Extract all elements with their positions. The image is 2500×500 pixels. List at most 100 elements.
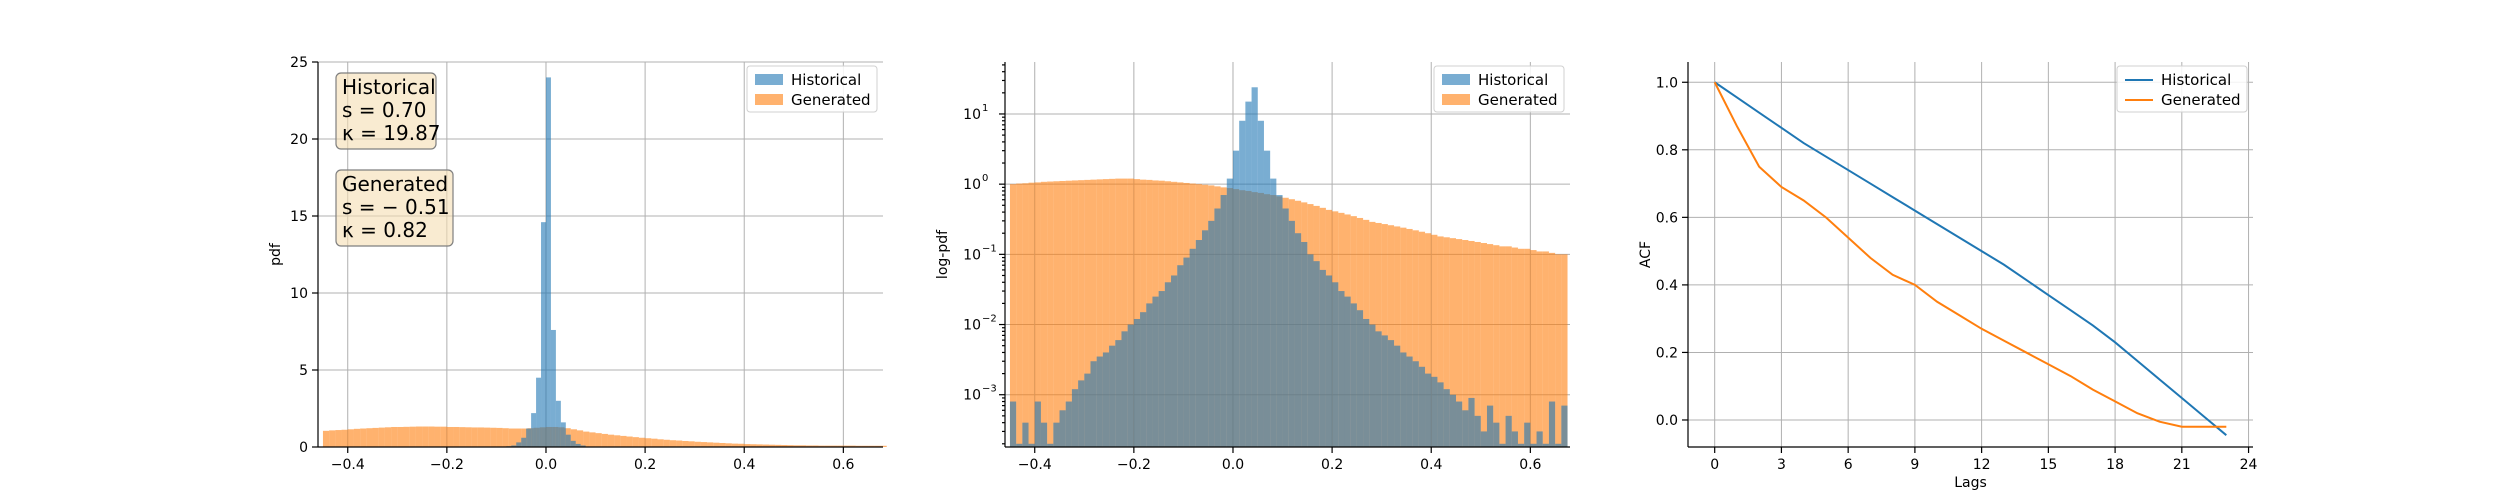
hist-bar bbox=[347, 429, 354, 447]
y-tick-label: 10 bbox=[290, 286, 308, 302]
hist-bar bbox=[1047, 443, 1054, 447]
hist-bar bbox=[861, 445, 869, 447]
hist-bar bbox=[1053, 181, 1060, 448]
y-tick-label-base: 10 bbox=[963, 318, 981, 334]
hist-bar bbox=[1418, 366, 1426, 447]
hist-bar bbox=[1555, 254, 1562, 447]
hist-bar bbox=[1307, 254, 1314, 447]
x-tick-label: −0.2 bbox=[430, 457, 464, 473]
hist-bar bbox=[812, 445, 819, 447]
legend-swatch bbox=[755, 94, 783, 105]
hist-bar bbox=[580, 445, 586, 447]
hist-bar bbox=[1319, 269, 1326, 447]
hist-bar bbox=[1431, 234, 1438, 447]
hist-bar bbox=[1140, 312, 1147, 447]
x-axis-label: Lags bbox=[1954, 475, 1987, 491]
hist-bar bbox=[1102, 179, 1110, 447]
hist-bar bbox=[490, 427, 497, 447]
hist-bar bbox=[1146, 303, 1153, 447]
hist-bar bbox=[1177, 265, 1184, 447]
y-tick-label-base: 10 bbox=[963, 107, 981, 123]
hist-bar bbox=[1263, 150, 1271, 447]
hist-bar bbox=[403, 426, 410, 447]
legend-label: Historical bbox=[1478, 71, 1548, 89]
hist-bar bbox=[1183, 257, 1190, 447]
hist-bar bbox=[1133, 318, 1141, 447]
hist-bar bbox=[849, 445, 856, 447]
hist-bar bbox=[511, 445, 517, 447]
hist-bar bbox=[353, 428, 361, 447]
x-tick-label: 21 bbox=[2173, 457, 2191, 473]
hist-bar bbox=[440, 426, 447, 447]
hist-bar bbox=[1505, 415, 1512, 447]
hist-bar bbox=[744, 444, 751, 447]
x-tick-label: 3 bbox=[1777, 457, 1786, 473]
x-tick-label: 6 bbox=[1844, 457, 1853, 473]
hist-bar bbox=[329, 430, 336, 447]
hist-bar bbox=[589, 432, 596, 447]
y-axis-label: ACF bbox=[1638, 241, 1654, 268]
hist-bar bbox=[775, 444, 782, 447]
hist-bar bbox=[1486, 405, 1494, 447]
hist-bar bbox=[1078, 180, 1085, 448]
hist-bar bbox=[1524, 422, 1531, 447]
y-tick-label: 0.2 bbox=[1656, 345, 1678, 361]
hist-bar bbox=[1542, 251, 1549, 447]
hist-bar bbox=[1028, 182, 1035, 447]
hist-bar bbox=[465, 427, 472, 447]
annotation-line: κ = 19.87 bbox=[342, 121, 441, 145]
hist-bar bbox=[341, 429, 348, 447]
y-tick-label: 1.0 bbox=[1656, 75, 1678, 91]
x-tick-label: 0.0 bbox=[1222, 457, 1244, 473]
hist-bar bbox=[1245, 101, 1252, 447]
hist-bar bbox=[446, 426, 454, 447]
hist-bar bbox=[1121, 331, 1128, 447]
hist-bar bbox=[1251, 87, 1258, 448]
hist-bar bbox=[1313, 261, 1320, 447]
hist-bar bbox=[1096, 356, 1103, 447]
hist-bar bbox=[1456, 401, 1463, 447]
hist-bar bbox=[397, 426, 404, 447]
hist-bar bbox=[1406, 228, 1413, 447]
hist-bar bbox=[707, 442, 714, 447]
x-tick-label: 0.6 bbox=[1519, 457, 1541, 473]
hist-bar bbox=[1412, 361, 1419, 447]
legend-swatch bbox=[1442, 94, 1470, 105]
hist-bar bbox=[1443, 237, 1450, 447]
y-tick-label-exponent: 0 bbox=[982, 173, 988, 184]
hist-bar bbox=[824, 445, 831, 447]
hist-bar bbox=[1369, 324, 1376, 447]
hist-bar bbox=[1171, 275, 1178, 447]
hist-bar bbox=[1109, 178, 1116, 447]
hist-bar bbox=[1270, 178, 1277, 447]
hist-bar bbox=[1022, 183, 1029, 447]
hist-bar bbox=[1462, 240, 1469, 447]
hist-bar bbox=[1456, 239, 1463, 447]
hist-bar bbox=[595, 433, 602, 447]
x-tick-label: 24 bbox=[2240, 457, 2258, 473]
hist-bar bbox=[1511, 247, 1518, 447]
hist-bar bbox=[335, 430, 342, 447]
hist-bar bbox=[1009, 401, 1017, 447]
hist-bar bbox=[1040, 181, 1048, 447]
x-tick-label: −0.4 bbox=[331, 457, 365, 473]
hist-bar bbox=[1505, 246, 1512, 447]
hist-bar bbox=[459, 427, 466, 447]
y-tick-label: 0.8 bbox=[1656, 143, 1678, 159]
hist-bar bbox=[1555, 443, 1562, 447]
hist-bar bbox=[1214, 208, 1221, 447]
hist-bar bbox=[1468, 397, 1475, 447]
hist-bar bbox=[1127, 178, 1134, 447]
hist-bar bbox=[1561, 254, 1568, 447]
hist-bar bbox=[521, 437, 527, 447]
hist-bar bbox=[663, 439, 670, 447]
hist-bar bbox=[1232, 150, 1240, 447]
hist-bar bbox=[1350, 303, 1357, 447]
hist-bar bbox=[1071, 389, 1079, 447]
legend-label: Historical bbox=[791, 71, 861, 89]
hist-bar bbox=[484, 427, 491, 447]
hist-bar bbox=[471, 427, 478, 447]
hist-bar bbox=[1220, 195, 1227, 447]
hist-bar bbox=[799, 445, 807, 447]
